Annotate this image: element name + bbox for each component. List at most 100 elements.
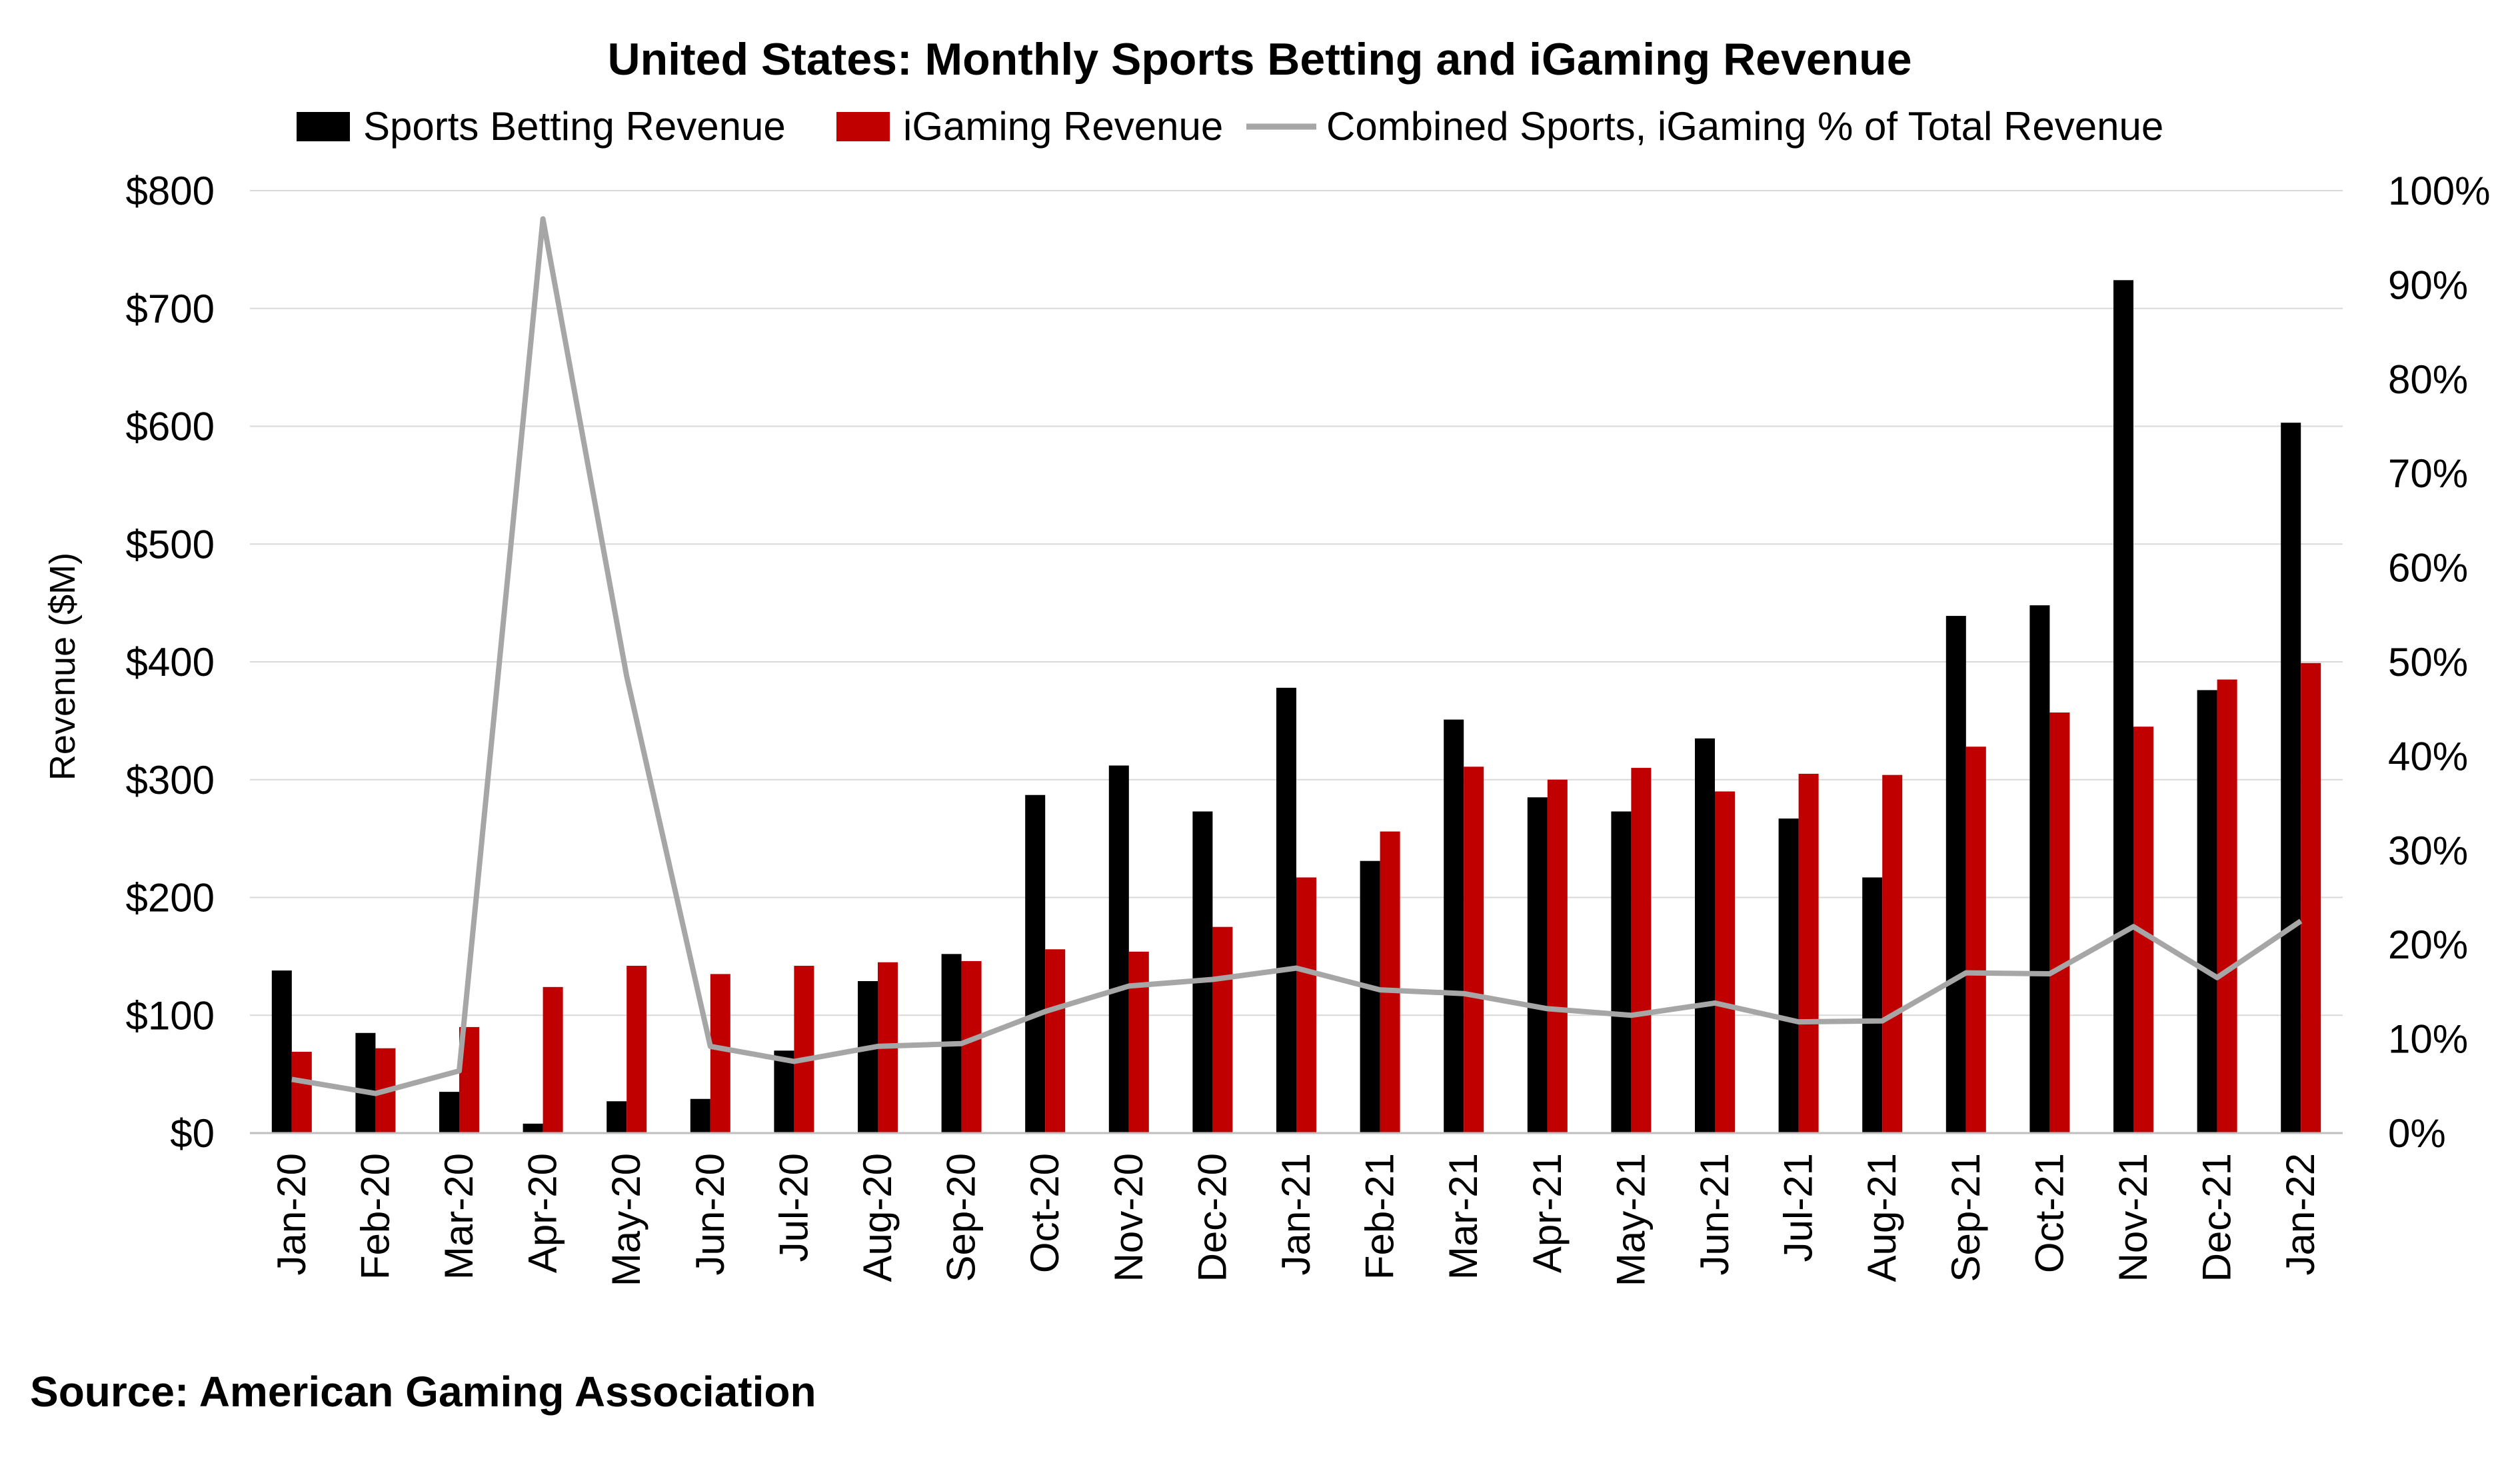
x-tick-label: Nov-20 [1106, 1153, 1151, 1282]
y2-tick-label: 10% [2388, 1017, 2468, 1062]
x-tick-label: May-20 [604, 1153, 648, 1286]
y2-tick-label: 20% [2388, 922, 2468, 967]
bar-igaming [710, 974, 730, 1133]
bar-sports-betting [2029, 605, 2049, 1133]
x-tick-label: Mar-21 [1441, 1153, 1486, 1280]
bar-sports-betting [355, 1033, 375, 1133]
x-tick-label: Jun-20 [688, 1153, 732, 1275]
bar-igaming [1212, 927, 1232, 1133]
legend-label-igaming: iGaming Revenue [903, 104, 1223, 149]
y2-tick-label: 0% [2388, 1111, 2446, 1156]
x-tick-label: Dec-21 [2195, 1153, 2239, 1282]
y2-tick-label: 90% [2388, 263, 2468, 307]
x-tick-label: Jul-20 [771, 1153, 816, 1262]
bar-sports-betting [1444, 720, 1464, 1133]
bar-igaming [1715, 791, 1735, 1133]
x-tick-label: Feb-21 [1358, 1153, 1402, 1280]
x-tick-label: Sep-20 [939, 1153, 984, 1282]
bar-sports-betting [1360, 861, 1380, 1133]
x-tick-label: Feb-20 [353, 1153, 397, 1280]
source-note: Source: American Gaming Association [30, 1368, 816, 1416]
x-tick-label: Apr-21 [1525, 1153, 1570, 1273]
bar-sports-betting [1862, 877, 1882, 1133]
bar-sports-betting [1695, 738, 1715, 1133]
bar-sports-betting [1109, 766, 1129, 1133]
bar-igaming [962, 961, 982, 1133]
bar-igaming [1548, 780, 1568, 1133]
y-tick-label: $500 [126, 522, 215, 567]
legend-swatch-igaming [836, 112, 890, 141]
bar-sports-betting [272, 970, 292, 1133]
x-tick-label: Mar-20 [437, 1153, 481, 1280]
x-tick-label: Aug-21 [1860, 1153, 1904, 1282]
bar-igaming [1464, 766, 1484, 1133]
y2-tick-label: 70% [2388, 451, 2468, 496]
bar-igaming [1966, 746, 1986, 1133]
x-tick-label: Dec-20 [1190, 1153, 1234, 1282]
x-tick-label: Jan-21 [1274, 1153, 1318, 1275]
x-axis-ticks: Jan-20 Feb-20 Mar-20 Apr-20 May-20 Jun-20 Jul-… [269, 1153, 2323, 1286]
y2-tick-label: 50% [2388, 640, 2468, 685]
bar-sports-betting [523, 1124, 543, 1133]
x-tick-label: Nov-21 [2111, 1153, 2155, 1282]
bar-igaming [1296, 877, 1316, 1133]
bar-igaming [1631, 768, 1651, 1133]
bar-sports-betting [2113, 280, 2133, 1133]
bar-sports-betting [607, 1101, 627, 1133]
bar-sports-betting [439, 1092, 459, 1133]
bar-igaming [1380, 832, 1400, 1133]
bar-sports-betting [1611, 811, 1631, 1133]
bar-sports-betting [1528, 797, 1548, 1133]
bar-igaming [1045, 949, 1065, 1133]
bar-sports-betting [690, 1099, 710, 1133]
y2-tick-label: 40% [2388, 734, 2468, 778]
y2-tick-label: 80% [2388, 357, 2468, 402]
y2-tick-label: 30% [2388, 828, 2468, 873]
bar-sports-betting [2197, 690, 2217, 1133]
bar-sports-betting [2281, 423, 2301, 1133]
bar-sports-betting [1276, 688, 1296, 1133]
x-tick-label: Jul-21 [1776, 1153, 1821, 1262]
y-tick-label: $300 [126, 758, 215, 802]
bar-igaming [1129, 952, 1149, 1133]
y-tick-label: $100 [126, 993, 215, 1038]
bar-sports-betting [1779, 818, 1799, 1133]
x-tick-label: May-21 [1608, 1153, 1653, 1286]
bar-sports-betting [1946, 616, 1966, 1133]
y2-axis-ticks: 0% 10% 20% 30% 40% 50% 60% 70% 80% 90% 100% [2388, 169, 2490, 1156]
bar-igaming [794, 966, 814, 1133]
legend: Sports Betting Revenue iGaming Revenue C… [297, 104, 2163, 149]
bar-igaming [292, 1052, 312, 1133]
chart-title: United States: Monthly Sports Betting an… [607, 34, 1911, 85]
x-tick-label: Oct-20 [1022, 1153, 1067, 1273]
y-tick-label: $400 [126, 640, 215, 685]
y-axis-label: Revenue ($M) [43, 553, 83, 780]
legend-swatch-sports-betting [297, 112, 350, 141]
bar-igaming [1882, 775, 1902, 1133]
legend-label-sports-betting: Sports Betting Revenue [363, 104, 786, 149]
legend-label-combined-pct: Combined Sports, iGaming % of Total Reve… [1326, 104, 2163, 149]
y2-tick-label: 60% [2388, 546, 2468, 591]
y-tick-label: $600 [126, 405, 215, 449]
bar-sports-betting [1025, 795, 1045, 1133]
x-tick-label: Sep-21 [1943, 1153, 1988, 1282]
x-tick-label: Apr-20 [521, 1153, 565, 1273]
x-tick-label: Jun-21 [1692, 1153, 1737, 1275]
x-tick-label: Aug-20 [855, 1153, 900, 1282]
bar-igaming [2049, 713, 2069, 1133]
bar-sports-betting [1192, 811, 1212, 1133]
y-tick-label: $200 [126, 876, 215, 920]
bar-igaming [1799, 774, 1819, 1133]
bar-igaming [2217, 680, 2237, 1133]
x-tick-label: Jan-20 [269, 1153, 314, 1275]
y-tick-label: $700 [126, 287, 215, 331]
y2-tick-label: 100% [2388, 169, 2490, 213]
bar-igaming [2301, 663, 2321, 1133]
x-tick-label: Jan-22 [2278, 1153, 2323, 1275]
y-tick-label: $0 [170, 1111, 215, 1156]
bar-sports-betting [858, 981, 878, 1133]
y-tick-label: $800 [126, 169, 215, 213]
bar-igaming [543, 987, 563, 1133]
